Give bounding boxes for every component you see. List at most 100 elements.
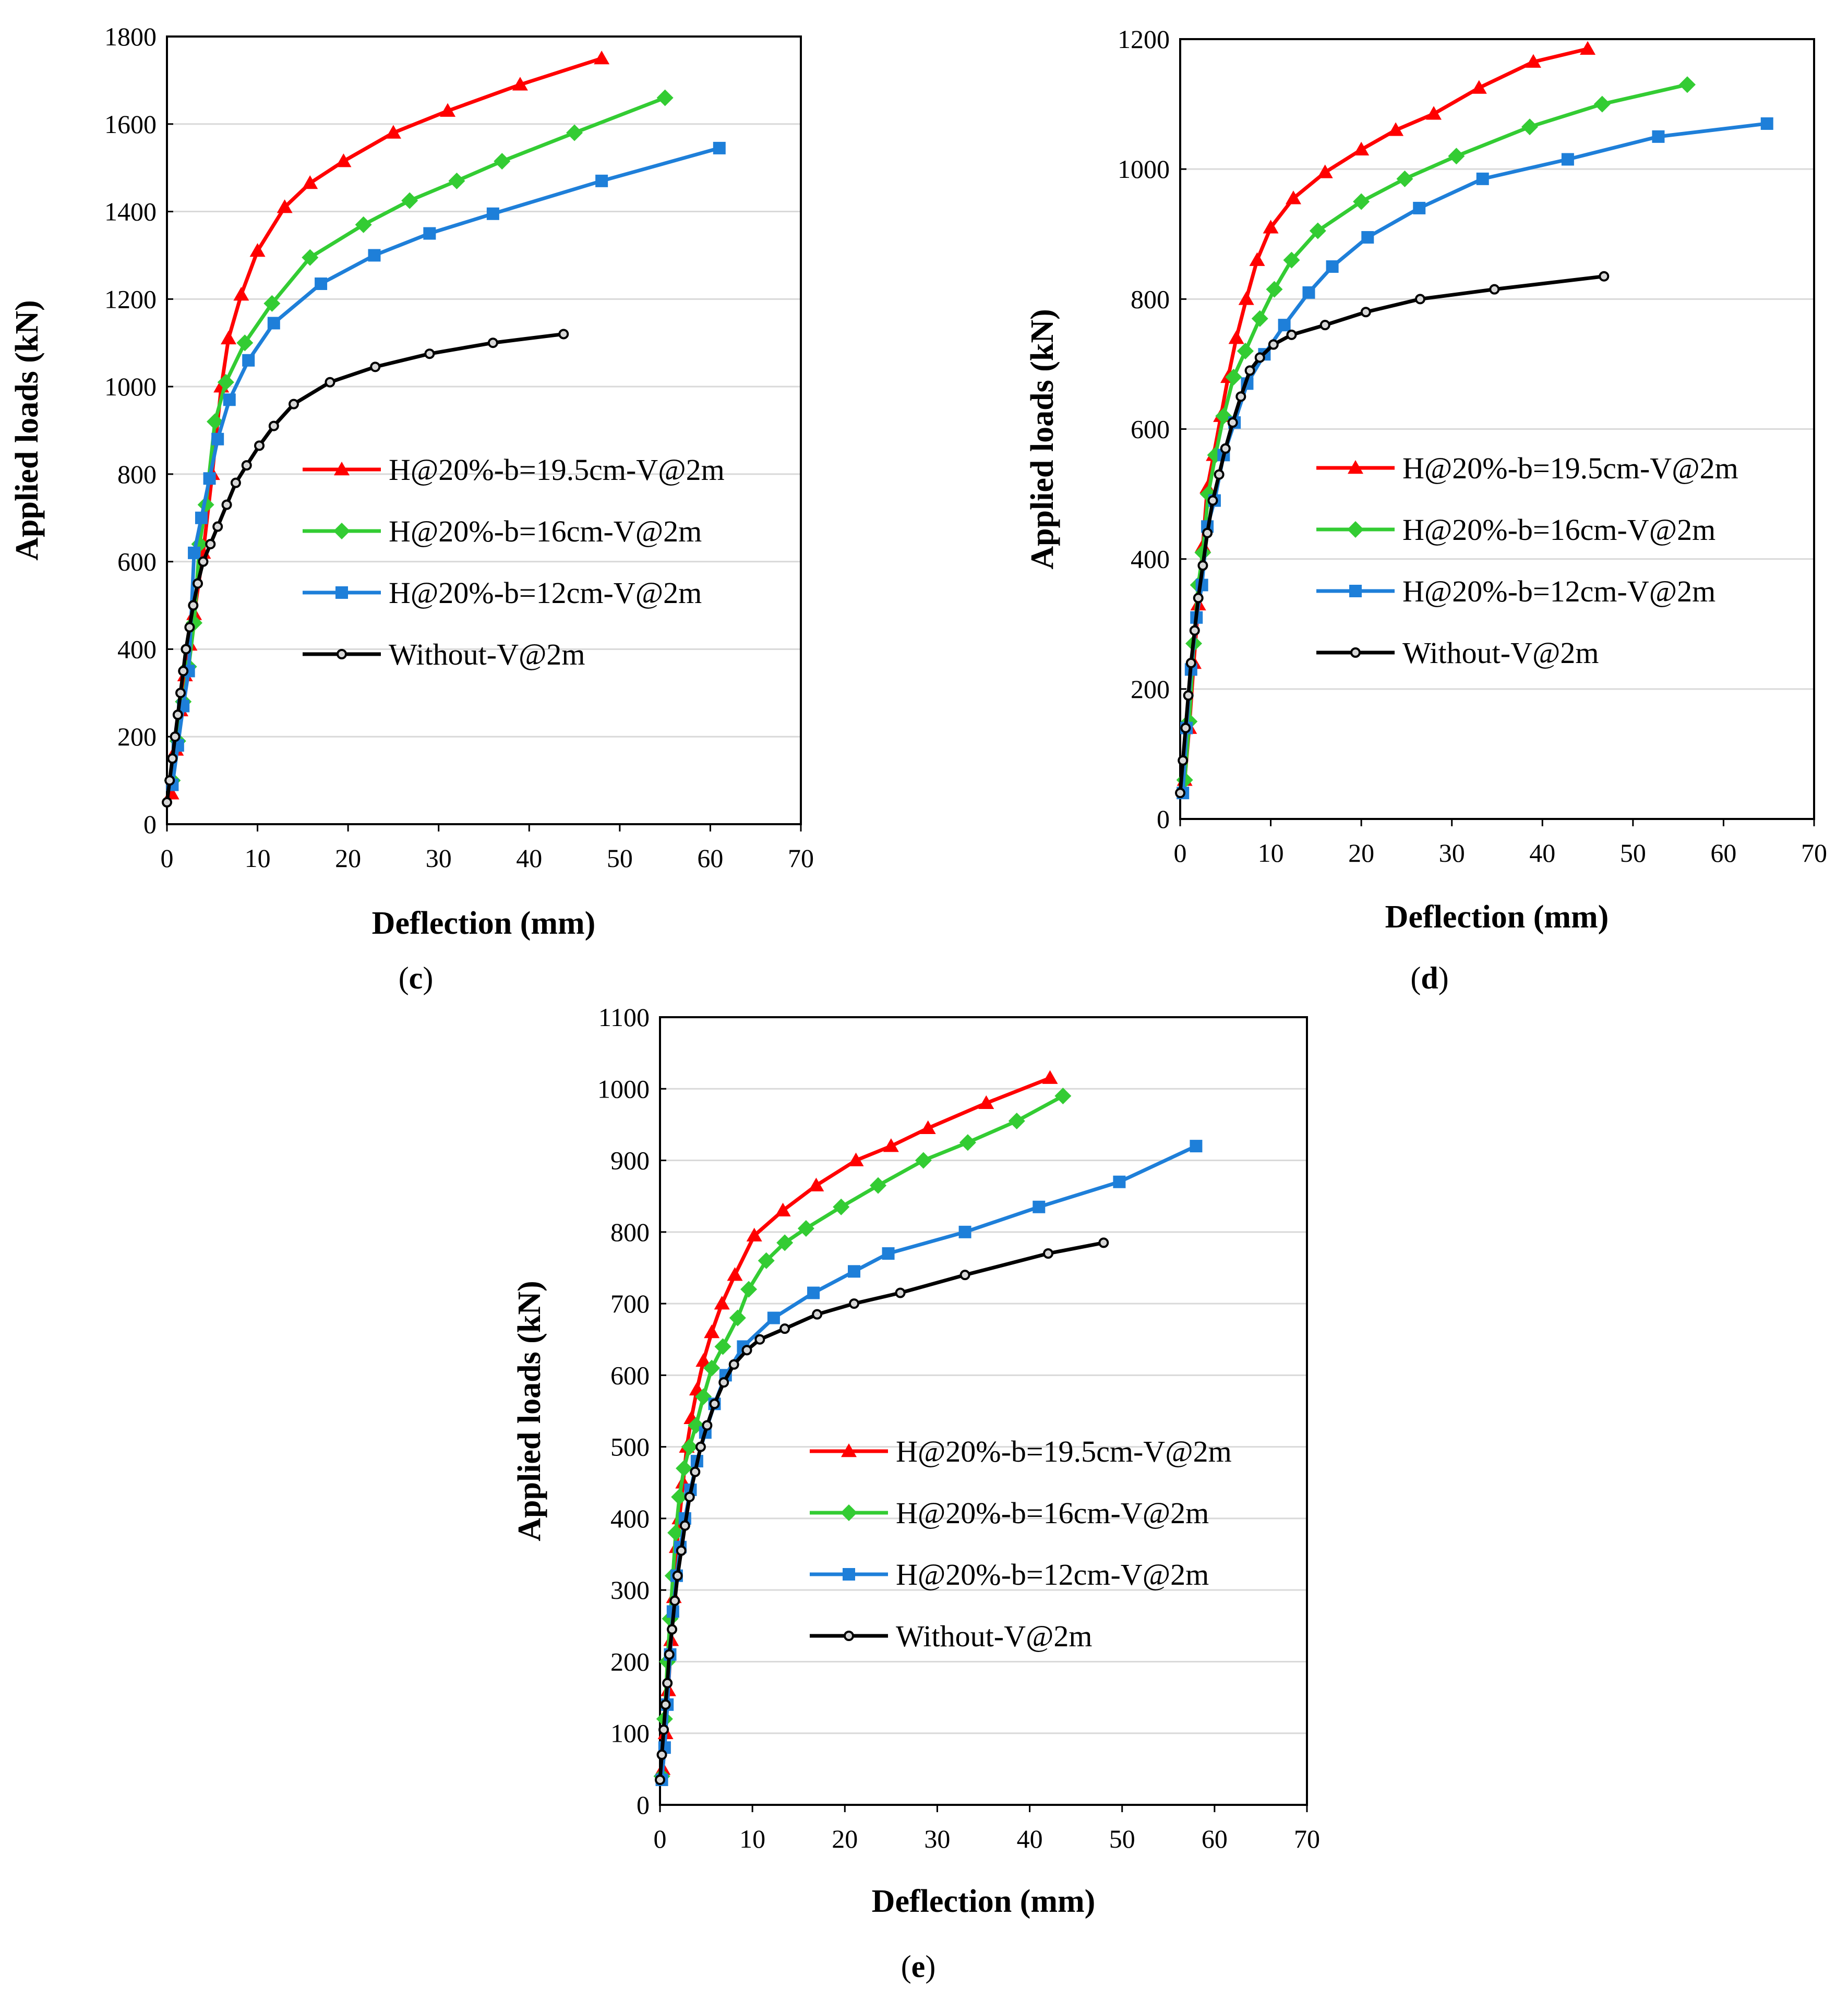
chart-d-series-1-point [1266, 281, 1283, 298]
chart-c-legend-swatch-marker [333, 523, 350, 539]
chart-d-series-0-point [1426, 106, 1442, 120]
chart-d-series-3-point [1178, 755, 1189, 766]
chart-c-series-3-point [198, 556, 209, 567]
chart-c-series-0-point [277, 199, 293, 213]
chart-e-xtick-label: 10 [739, 1824, 765, 1853]
chart-e-ytick-label: 600 [610, 1360, 650, 1390]
chart-c-series-3-point [424, 348, 435, 359]
chart-e-legend-item: H@20%-b=12cm-V@2m [810, 1558, 1209, 1592]
chart-c-series-0-point [440, 103, 456, 117]
chart-d-series-2-point [1476, 172, 1489, 185]
chart-c-series-2-point [203, 472, 216, 485]
chart-c-series-1-point [206, 413, 223, 430]
chart-c-series-0-point [221, 330, 237, 345]
chart-e-series-3-point [754, 1334, 765, 1345]
chart-c-series-3-point [254, 440, 265, 451]
chart-d-series-1-point [1448, 148, 1465, 165]
chart-d-series-2-point [1278, 319, 1291, 332]
chart-c-series-3-point [164, 775, 175, 786]
panel-label-d: (d) [1410, 961, 1448, 995]
chart-c-ytick-label: 0 [143, 810, 157, 839]
chart-e-series-2-point [1113, 1175, 1126, 1188]
chart-c-legend-item: H@20%-b=19.5cm-V@2m [303, 453, 725, 487]
chart-d-series-2-point [1652, 130, 1665, 143]
chart-e-series-2-point [1190, 1140, 1203, 1153]
chart-d-legend-label: H@20%-b=16cm-V@2m [1402, 513, 1715, 547]
chart-c-series-3-point [170, 731, 181, 742]
chart-e-ytick-label: 400 [610, 1504, 650, 1533]
chart-d-series-0-point [1525, 54, 1541, 68]
chart-c-series-2-point [223, 393, 236, 406]
chart-e-series-1-point [776, 1234, 794, 1251]
chart-d-legend-item: H@20%-b=16cm-V@2m [1316, 513, 1715, 547]
chart-e-series-3-point [718, 1377, 729, 1388]
chart-e-series-1-point [833, 1198, 850, 1215]
chart-e-series-0-point [1042, 1070, 1058, 1084]
chart-d-series-2-point [1361, 231, 1374, 244]
chart-c-grid [167, 123, 801, 738]
chart-e-series-1-point [740, 1281, 758, 1298]
chart-c-series-3-point [325, 377, 335, 388]
chart-d-series-3-point [1319, 320, 1330, 331]
chart-e-series-0-point [848, 1152, 864, 1166]
chart-c-series-0-point [512, 77, 528, 91]
chart-d-xtick-label: 40 [1529, 838, 1555, 867]
chart-c-legend-swatch-marker [335, 586, 348, 599]
chart-d-series-0-point [1238, 291, 1254, 305]
chart-d-series-3-point [1189, 625, 1200, 636]
chart-c-series-1-point [217, 373, 234, 391]
chart-e-series-2-point [958, 1225, 971, 1238]
chart-d-legend-swatch-marker [1347, 521, 1364, 538]
chart-c-series-1-point [263, 295, 281, 312]
chart-e-grid [660, 1088, 1307, 1734]
chart-e-series-3-point [662, 1678, 673, 1689]
chart-c-legend-swatch-marker [334, 462, 350, 476]
chart-e-legend-label: H@20%-b=16cm-V@2m [896, 1496, 1209, 1530]
chart-d-series-0-point [1285, 190, 1301, 204]
chart-d-xtick-label: 30 [1439, 838, 1465, 867]
chart-d-series-3-point [1268, 339, 1279, 350]
chart-d-xlabel: Deflection (mm) [1385, 899, 1609, 935]
chart-d-series-0-point [1353, 141, 1370, 156]
chart-d-legend-label: H@20%-b=12cm-V@2m [1402, 574, 1715, 608]
chart-d-series-3-point [1185, 658, 1196, 668]
chart-e-series-1-point [959, 1134, 976, 1151]
chart-c-series-3-point [172, 709, 183, 720]
chart-c-series-0-point [594, 50, 610, 65]
chart-e-series-2-point [848, 1265, 860, 1278]
chart-d-series-1-point [1225, 368, 1242, 385]
chart-c-series-2-point [315, 277, 328, 290]
chart-c-series-3-point [487, 337, 498, 348]
chart-d-series-1-point [1679, 76, 1696, 93]
chart-c-series-1-point [236, 334, 254, 352]
chart-d-xtick-label: 10 [1258, 838, 1284, 867]
chart-c-ticks: 0 200 400 600 800 1000 1200 1400 1600 1800 0 10 20 30… [104, 22, 814, 873]
chart-d-series-3-point [1183, 690, 1194, 701]
chart-e-series-0-point [920, 1120, 936, 1135]
chart-c-xtick-label: 70 [788, 843, 814, 873]
chart-c-series-0-point [233, 286, 249, 301]
chart-d-series-2-point [1760, 117, 1773, 130]
chart-c-series-1-point [494, 153, 511, 170]
chart-d-legend: H@20%-b=19.5cm-V@2m H@20%-b=16cm-V@2m H@20… [1316, 451, 1738, 670]
chart-e-legend-swatch-marker [841, 1504, 857, 1521]
chart-d-ticks: 0 200 400 600 800 1000 1200 0 10 20 30 40 50 60 70 [1118, 25, 1827, 867]
chart-e-series-2-point [767, 1311, 780, 1324]
chart-e-series-0-point [714, 1296, 730, 1310]
chart-d-series-3-point [1220, 443, 1231, 454]
chart-e-legend-label: H@20%-b=12cm-V@2m [896, 1558, 1209, 1592]
chart-d-series-0-point [1317, 164, 1333, 178]
chart-d-series-3-point [1175, 788, 1185, 799]
chart-c-legend: H@20%-b=19.5cm-V@2m H@20%-b=16cm-V@2m H@20… [303, 453, 725, 671]
chart-c-series-3-point [193, 578, 203, 589]
chart-e-series-1-point [667, 1524, 685, 1541]
chart-e-series-3-point [1098, 1237, 1109, 1248]
chart-d-series-3-point [1193, 593, 1204, 604]
chart-e-ytick-label: 1100 [598, 1003, 650, 1032]
chart-c-ytick-label: 600 [117, 547, 157, 576]
chart-c-ytick-label: 1600 [104, 110, 157, 139]
chart-e-series-3-point [656, 1749, 667, 1760]
chart-e-ytick-label: 300 [610, 1575, 650, 1605]
panel-label-e: (e) [901, 1949, 936, 1984]
chart-e-xtick-label: 30 [924, 1824, 950, 1853]
